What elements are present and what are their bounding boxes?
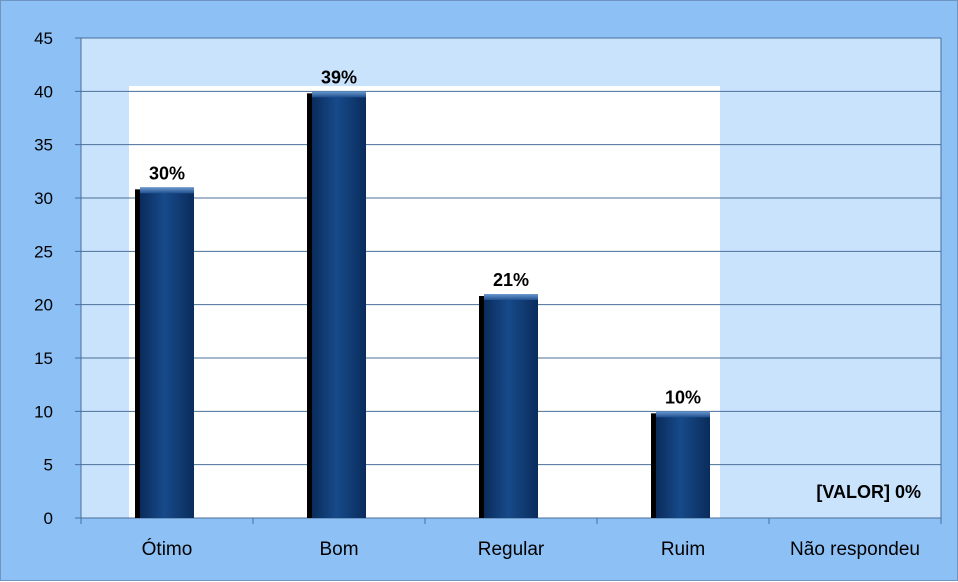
bar-shadow	[479, 296, 485, 518]
bar-top	[312, 91, 366, 98]
bars	[135, 91, 710, 519]
y-tick-label: 45	[34, 29, 53, 48]
bar-shadow	[307, 93, 313, 518]
plot-area	[81, 38, 941, 518]
data-label: 39%	[321, 67, 357, 87]
x-tick-label: Não respondeu	[790, 539, 920, 560]
bar	[140, 187, 194, 519]
y-tick-label: 20	[34, 296, 53, 315]
data-label: 30%	[149, 163, 185, 183]
y-tick-label: 0	[44, 509, 53, 528]
x-tick-label: Ruim	[661, 539, 705, 560]
y-tick-label: 40	[34, 82, 53, 101]
bar	[656, 411, 710, 518]
x-tick-label: Bom	[319, 539, 358, 560]
labels: 0 5 10 15 20 25 30 35 40 45 30% Ótimo 39% Bom 21% Regul…	[34, 29, 921, 560]
x-tick-label: Ótimo	[142, 538, 193, 560]
data-label: 10%	[665, 387, 701, 407]
bar-top	[140, 187, 194, 194]
y-tick-label: 25	[34, 242, 53, 261]
y-tick-label: 15	[34, 349, 53, 368]
data-label: 21%	[493, 270, 529, 290]
bar	[312, 91, 366, 518]
y-tick-label: 5	[44, 456, 53, 475]
bar-top	[656, 411, 710, 418]
bar-top	[484, 294, 538, 300]
y-tick-label: 10	[34, 402, 53, 421]
data-label: [VALOR] 0%	[816, 482, 921, 502]
bar	[484, 294, 538, 518]
y-tick-label: 30	[34, 189, 53, 208]
y-tick-label: 35	[34, 136, 53, 155]
x-tick-label: Regular	[478, 539, 545, 560]
highlight-area	[129, 86, 720, 518]
bar-shadow	[651, 413, 657, 518]
bar-shadow	[135, 189, 141, 519]
